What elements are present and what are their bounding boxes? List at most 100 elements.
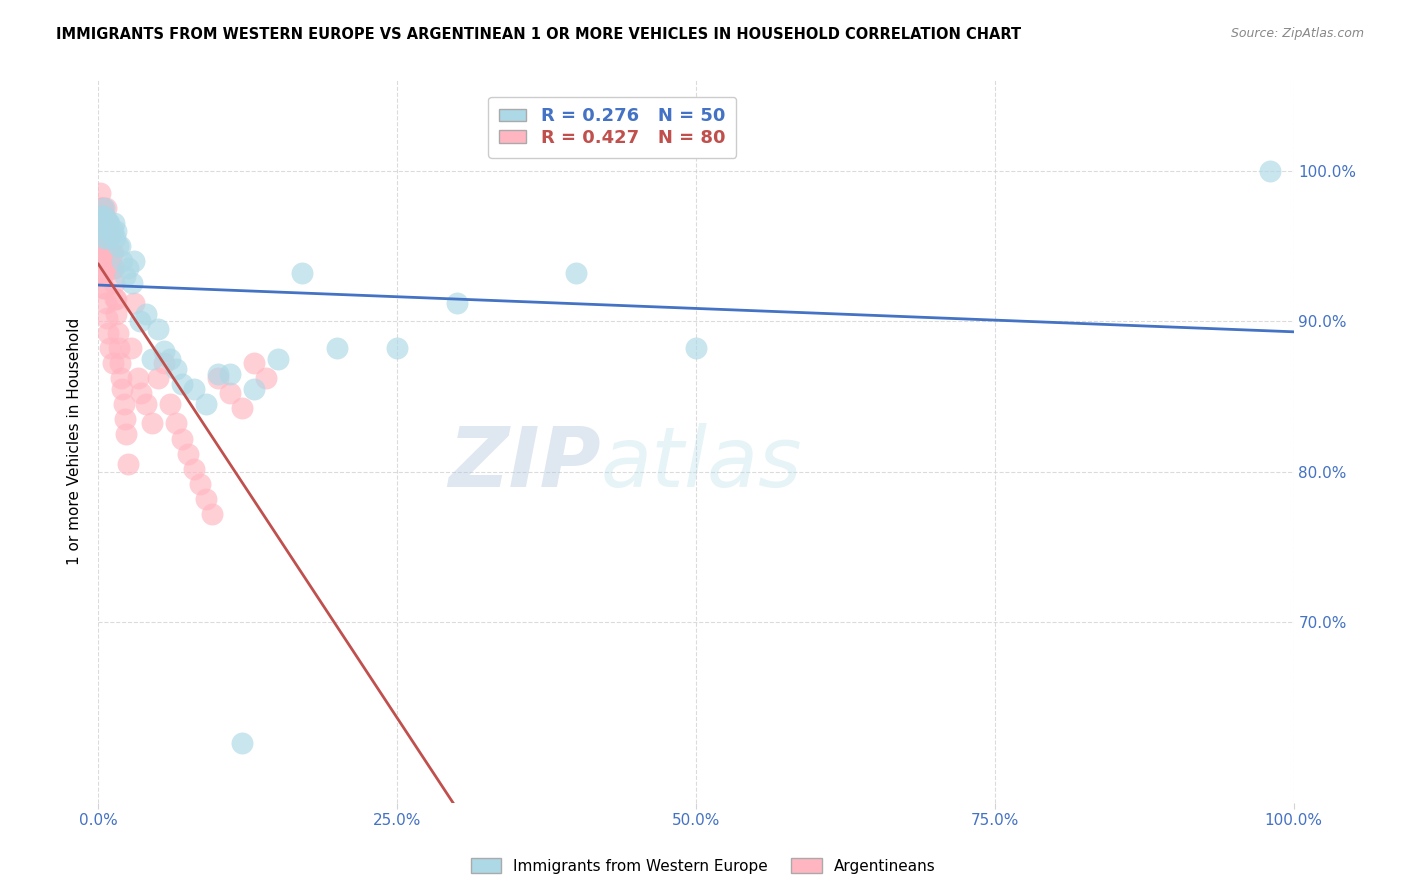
Point (94, 201, 117, 215)
Point (91, 253, 114, 268)
Point (231, 735, 253, 749)
Text: ZIP: ZIP (447, 423, 600, 504)
Point (148, 321, 170, 335)
Point (385, 341, 409, 355)
Point (91, 205, 114, 219)
Point (91, 251, 114, 265)
Point (103, 261, 125, 276)
Point (94, 220, 117, 235)
Point (114, 268, 136, 283)
Point (117, 261, 139, 276)
Point (96, 216, 118, 230)
Point (98, 216, 121, 230)
Point (96, 231, 118, 245)
Point (177, 446, 200, 460)
Point (291, 266, 314, 280)
Point (153, 344, 176, 359)
Point (115, 427, 138, 442)
Point (135, 307, 157, 321)
Point (97, 216, 120, 230)
Point (97, 216, 120, 230)
Point (685, 341, 707, 355)
Point (93, 235, 115, 250)
Point (107, 326, 129, 340)
Point (111, 253, 134, 268)
Point (188, 476, 211, 491)
Point (110, 371, 132, 385)
Point (127, 371, 149, 385)
Text: IMMIGRANTS FROM WESTERN EUROPE VS ARGENTINEAN 1 OR MORE VEHICLES IN HOUSEHOLD CO: IMMIGRANTS FROM WESTERN EUROPE VS ARGENT… (56, 27, 1021, 42)
Point (93, 216, 115, 230)
Point (91, 209, 114, 223)
Point (96, 220, 118, 235)
Point (243, 382, 266, 396)
Point (91, 209, 114, 223)
Point (129, 314, 152, 328)
Point (103, 216, 125, 230)
Point (91, 216, 114, 230)
Point (96, 311, 118, 326)
Point (90, 201, 112, 215)
Point (101, 246, 124, 260)
Point (124, 296, 146, 310)
Point (267, 351, 290, 366)
Point (183, 461, 205, 475)
Point (108, 356, 131, 370)
Point (91, 216, 114, 230)
Point (98, 341, 122, 355)
Point (101, 224, 124, 238)
Point (97, 326, 120, 340)
Point (90, 231, 112, 245)
Legend: R = 0.276   N = 50, R = 0.427   N = 80: R = 0.276 N = 50, R = 0.427 N = 80 (488, 96, 737, 158)
Text: Source: ZipAtlas.com: Source: ZipAtlas.com (1230, 27, 1364, 40)
Point (135, 397, 157, 411)
Point (165, 362, 187, 376)
Point (91, 266, 114, 280)
Point (117, 457, 139, 471)
Point (94, 235, 117, 250)
Point (219, 386, 242, 401)
Point (94, 296, 117, 310)
Point (104, 292, 127, 306)
Point (105, 307, 128, 321)
Point (159, 351, 181, 366)
Point (107, 341, 129, 355)
Point (100, 246, 122, 260)
Point (446, 296, 468, 310)
Point (91, 211, 114, 226)
Point (107, 239, 129, 253)
Point (105, 224, 128, 238)
Point (231, 401, 253, 416)
Point (114, 412, 136, 426)
Point (93, 281, 115, 295)
Point (172, 377, 194, 392)
Point (89, 186, 111, 201)
Point (98, 246, 122, 260)
Point (91, 224, 114, 238)
Point (89, 216, 111, 230)
Point (93, 220, 115, 235)
Point (93, 220, 115, 235)
Point (207, 367, 229, 381)
Point (183, 382, 205, 396)
Point (254, 371, 277, 385)
Point (91, 220, 114, 235)
Point (207, 371, 229, 385)
Point (101, 356, 124, 370)
Point (153, 356, 176, 370)
Legend: Immigrants from Western Europe, Argentineans: Immigrants from Western Europe, Argentin… (464, 852, 942, 880)
Point (131, 386, 153, 401)
Point (148, 371, 170, 385)
Point (91, 201, 114, 215)
Point (165, 417, 187, 431)
Point (120, 341, 142, 355)
Point (111, 382, 134, 396)
Point (104, 231, 127, 245)
Point (90, 216, 112, 230)
Point (159, 397, 181, 411)
Point (219, 367, 242, 381)
Point (91, 242, 114, 256)
Point (97, 231, 120, 245)
Y-axis label: 1 or more Vehicles in Household: 1 or more Vehicles in Household (67, 318, 83, 566)
Text: atlas: atlas (600, 423, 801, 504)
